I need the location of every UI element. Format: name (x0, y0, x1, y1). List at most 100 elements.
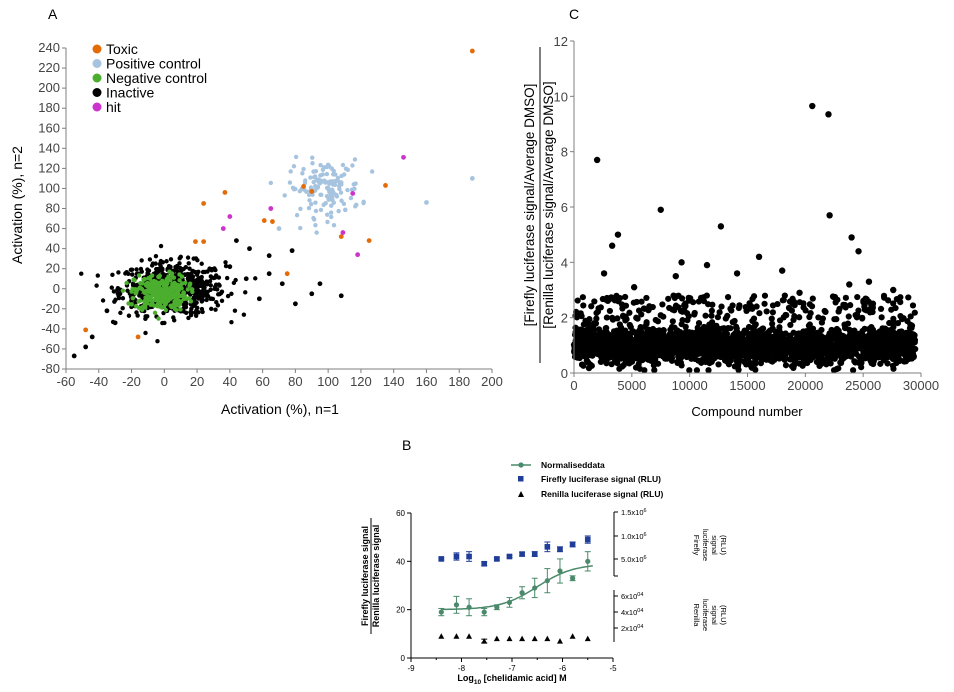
panel-b-y-label-bottom: Renilla luciferase signal (371, 525, 381, 628)
panel-a-y-tick-label: 180 (38, 100, 60, 115)
panel-a-point-inactive-extra (104, 308, 110, 314)
panel-b-renilla-point (556, 638, 563, 644)
panel-a-point-toxic (338, 234, 344, 239)
panel-a-point-positive-control (329, 203, 334, 208)
panel-a-point-inactive (212, 284, 218, 290)
panel-a-legend-label: Positive control (106, 56, 201, 72)
panel-a-point-inactive (209, 306, 214, 312)
panel-a-point-toxic (83, 327, 89, 333)
panel-c-point (866, 354, 873, 361)
panel-c-point (788, 307, 796, 314)
panel-a-point-positive-control (318, 173, 323, 178)
panel-c-point (907, 313, 914, 320)
panel-a-point-inactive (174, 268, 179, 274)
panel-b-x-label: Log10 [chelidamic acid] M (457, 673, 566, 686)
panel-a-point-inactive-extra (112, 320, 118, 326)
panel-c-point (752, 321, 759, 328)
panel-c-point (752, 345, 759, 352)
panel-c-point (669, 318, 676, 325)
panel-c-point (866, 306, 873, 313)
panel-c-point (690, 353, 697, 360)
panel-a-point-negative-control (148, 294, 154, 300)
panel-a-point-negative-control (142, 276, 147, 282)
panel-b-x-tick-label: -9 (407, 664, 415, 673)
panel-c-outlier-point (826, 212, 833, 219)
panel-c-point (585, 329, 592, 337)
panel-c-point (643, 294, 650, 302)
panel-a-point-negative-control (133, 303, 139, 309)
panel-c-outlier-point (678, 259, 685, 266)
panel-c-point (827, 360, 834, 367)
panel-c-point (580, 321, 587, 328)
panel-c-point (769, 309, 776, 316)
panel-a-point-positive-control (336, 208, 341, 214)
panel-b-normalised-point (570, 575, 576, 581)
panel-c-point (885, 297, 892, 304)
panel-a-point-positive-control (341, 201, 347, 207)
panel-c-point (890, 332, 897, 339)
panel-c-point (708, 307, 715, 314)
panel-a-point-inactive (207, 278, 213, 284)
panel-c-point (606, 307, 613, 315)
panel-a-point-positive-control (339, 173, 344, 179)
panel-a-point-positive-control (336, 183, 342, 189)
panel-a-point-positive-control-extra (424, 200, 429, 205)
panel-a-point-inactive-extra (309, 291, 315, 297)
panel-c-point (867, 335, 874, 342)
panel-a-point-positive-control (339, 180, 344, 185)
panel-a-point-inactive (126, 271, 131, 277)
panel-c-point (733, 357, 740, 365)
panel-c-point (595, 344, 603, 351)
panel-c-point (809, 295, 816, 302)
panel-a-point-negative-control (187, 281, 193, 286)
panel-c-point (657, 312, 664, 319)
panel-c-point (673, 293, 680, 300)
panel-c-point (815, 314, 822, 321)
panel-c-point (616, 365, 623, 372)
panel-c-point (736, 335, 744, 342)
panel-b-renilla-point (466, 633, 473, 639)
panel-c-point (911, 309, 918, 316)
panel-c-point (626, 309, 633, 316)
panel-c-point (728, 354, 735, 361)
panel-c-outlier-point (703, 261, 711, 269)
panel-a-y-tick-label: 160 (38, 120, 60, 135)
panel-a-point-positive-control (331, 172, 336, 177)
panel-b-right-label-firefly-line: Firefly (692, 535, 701, 556)
panel-a-point-positive-control (352, 157, 358, 162)
panel-c-point (808, 303, 816, 310)
panel-b-firefly-point (494, 556, 500, 562)
panel-a-point-positive-control (354, 202, 359, 208)
panel-a-point-negative-control (166, 297, 172, 302)
panel-a-point-positive-control (306, 205, 312, 211)
panel-b-letter: B (402, 437, 411, 453)
panel-a-point-inactive (205, 269, 210, 274)
panel-a-point-negative-control (171, 275, 177, 280)
panel-c-outlier-point (672, 272, 679, 280)
panel-a-y-tick-label: -40 (41, 321, 60, 336)
panel-c-outlier-point (755, 253, 763, 260)
panel-c-point (621, 338, 628, 345)
panel-a-point-positive-control (343, 166, 349, 171)
panel-a-point-inactive (190, 268, 196, 274)
panel-c-point (769, 320, 776, 327)
panel-a-y-tick-label: 20 (46, 261, 60, 276)
panel-c-point (678, 295, 686, 302)
panel-a-point-positive-control (301, 166, 306, 172)
panel-a-point-inactive (160, 266, 165, 272)
panel-c-point (836, 338, 843, 345)
panel-c-y-tick-label: 2 (561, 311, 568, 326)
panel-c-point (765, 353, 772, 360)
panel-a-point-inactive (185, 255, 191, 260)
panel-c-point (908, 324, 915, 332)
panel-a-point-inactive (225, 293, 231, 299)
panel-c-point (594, 308, 602, 315)
panel-c-point (790, 329, 797, 336)
panel-a-point-inactive-extra (83, 344, 89, 350)
panel-a-point-toxic (201, 239, 207, 245)
panel-a-point-inactive (135, 313, 140, 318)
panel-a-legend-marker (92, 102, 102, 112)
panel-c-point (796, 314, 803, 321)
panel-b-renilla-point (584, 635, 591, 642)
panel-c-outlier-point (779, 267, 786, 274)
